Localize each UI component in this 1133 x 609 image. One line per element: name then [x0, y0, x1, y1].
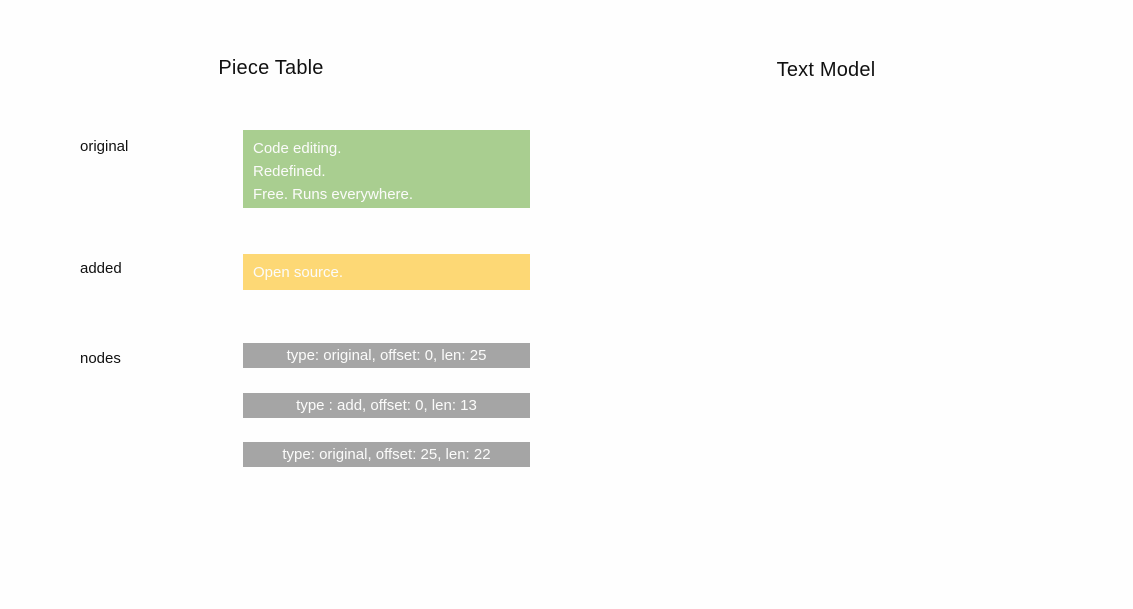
added-buffer-line-1: Open source. [253, 263, 344, 281]
original-buffer-box: Code editing. Redefined. Free. Runs ever… [243, 130, 530, 208]
text-model-title: Text Model [776, 59, 876, 81]
nodes-label: nodes [80, 350, 121, 367]
original-buffer-label: original [80, 138, 129, 155]
original-buffer-line-3: Free. Runs everywhere. [253, 186, 414, 203]
original-buffer-line-1: Code editing. [253, 140, 342, 157]
node-box-1: type: original, offset: 0, len: 25 [243, 343, 530, 368]
original-buffer-line-2: Redefined. [253, 163, 326, 180]
added-buffer-label: added [80, 260, 122, 277]
node-box-2: type : add, offset: 0, len: 13 [243, 393, 530, 418]
node-box-3: type: original, offset: 25, len: 22 [243, 442, 530, 467]
piece-table-title: Piece Table [218, 57, 324, 79]
added-buffer-box: Open source. [243, 254, 530, 290]
